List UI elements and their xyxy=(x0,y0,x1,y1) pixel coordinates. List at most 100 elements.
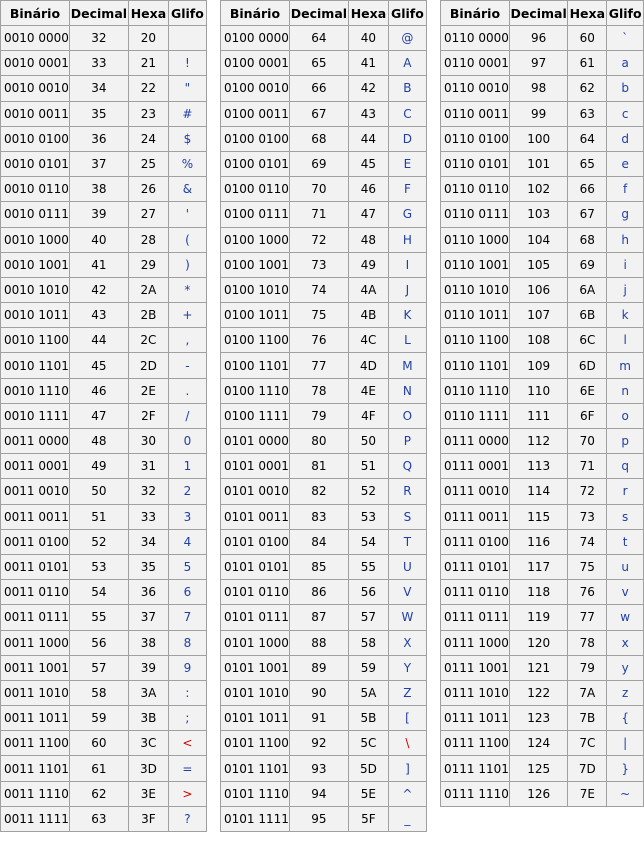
glyph-cell: N xyxy=(387,377,427,404)
binary-cell: 0110 1010 xyxy=(440,276,510,304)
glyph-cell: : xyxy=(167,679,207,707)
hex-cell: 24 xyxy=(127,125,169,152)
glyph-cell: _ xyxy=(387,805,427,833)
hex-cell: 22 xyxy=(127,75,169,102)
hex-cell: 44 xyxy=(347,125,389,152)
decimal-cell: 70 xyxy=(288,176,349,203)
table-row: 0010 1010 42 2A * xyxy=(0,276,207,304)
hex-cell: 28 xyxy=(127,226,169,253)
hex-cell: 6F xyxy=(567,402,608,430)
decimal-cell: 114 xyxy=(508,478,569,505)
decimal-cell: 115 xyxy=(508,503,569,530)
binary-cell: 0010 1000 xyxy=(0,226,70,253)
hex-cell: 47 xyxy=(347,201,389,228)
table-row: 0010 0001 33 21! xyxy=(0,50,207,77)
decimal-cell: 43 xyxy=(68,302,129,329)
table-row: 0101 0111 87 57 W xyxy=(220,604,427,631)
binary-cell: 0101 1001 xyxy=(220,654,290,681)
table-row: 0100 1111 79 4F O xyxy=(220,402,427,430)
binary-cell: 0111 1110 xyxy=(440,780,510,807)
binary-cell: 0110 1101 xyxy=(440,352,510,379)
table-row: 0101 1110 94 5E ^ xyxy=(220,780,427,807)
binary-cell: 0100 1000 xyxy=(220,226,290,253)
binary-cell: 0100 1100 xyxy=(220,327,290,354)
binary-cell: 0100 0110 xyxy=(220,176,290,203)
decimal-cell: 80 xyxy=(288,427,349,455)
header-decimal: Decimal xyxy=(288,0,349,26)
hex-cell: 6A xyxy=(567,276,608,304)
decimal-cell: 74 xyxy=(288,276,349,304)
glyph-cell: . xyxy=(167,377,207,404)
table-row: 0100 0101 69 45 E xyxy=(220,150,427,178)
binary-cell: 0011 1011 xyxy=(0,705,70,732)
decimal-cell: 102 xyxy=(508,176,569,203)
binary-cell: 0010 0100 xyxy=(0,125,70,152)
decimal-cell: 79 xyxy=(288,402,349,430)
glyph-cell: ] xyxy=(387,755,427,782)
glyph-cell: M xyxy=(387,352,427,379)
glyph-cell: s xyxy=(606,503,644,530)
binary-cell: 0111 0000 xyxy=(440,427,510,455)
decimal-cell: 57 xyxy=(68,654,129,681)
glyph-cell: z xyxy=(606,679,644,707)
glyph-cell: Y xyxy=(387,654,427,681)
glyph-cell: @ xyxy=(387,24,427,52)
glyph-cell: $ xyxy=(167,125,207,152)
glyph-cell: [ xyxy=(387,705,427,732)
table-row: 0011 0000 48 30 0 xyxy=(0,427,207,455)
decimal-cell: 109 xyxy=(508,352,569,379)
table-row: 0010 0010 34 22 " xyxy=(0,75,207,102)
decimal-cell: 50 xyxy=(68,478,129,505)
decimal-cell: 82 xyxy=(288,478,349,505)
table-row: 0100 0000 64 40 @ xyxy=(220,24,427,52)
hex-cell: 20 xyxy=(127,24,169,52)
ascii-table-2: Binário Decimal Hexa Glifo 0100 0000 64 40… xyxy=(220,0,427,833)
decimal-cell: 123 xyxy=(508,705,569,732)
glyph-cell: m xyxy=(606,352,644,379)
hex-cell: 29 xyxy=(127,251,169,278)
glyph-cell: p xyxy=(606,427,644,455)
binary-cell: 0110 1001 xyxy=(440,251,510,278)
glyph-cell: ! xyxy=(167,50,207,77)
hex-cell: 2F xyxy=(127,402,169,430)
decimal-cell: 36 xyxy=(68,125,129,152)
glyph-cell: v xyxy=(606,579,644,606)
table-row: 0011 1100 60 3C < xyxy=(0,730,207,757)
glyph-cell: T xyxy=(387,528,427,555)
hex-cell: 2B xyxy=(127,302,169,329)
decimal-cell: 116 xyxy=(508,528,569,555)
glyph-cell: a xyxy=(606,50,644,77)
decimal-cell: 117 xyxy=(508,553,569,581)
binary-cell: 0010 0111 xyxy=(0,201,70,228)
table-row: 0101 1001 89 59 Y xyxy=(220,654,427,681)
binary-cell: 0010 0011 xyxy=(0,100,70,127)
glyph-cell: c xyxy=(606,100,644,127)
table-row: 0100 1000 72 48 H xyxy=(220,226,427,253)
glyph-cell: 4 xyxy=(167,528,207,555)
binary-cell: 0100 1001 xyxy=(220,251,290,278)
hex-cell: 60 xyxy=(567,24,608,52)
binary-cell: 0011 0001 xyxy=(0,453,70,480)
decimal-cell: 83 xyxy=(288,503,349,530)
table-row: 0111 0111 119 77 w xyxy=(440,604,644,631)
table-row: 0101 1101 93 5D] xyxy=(220,755,427,782)
decimal-cell: 81 xyxy=(288,453,349,480)
glyph-cell: } xyxy=(606,755,644,782)
hex-cell: 56 xyxy=(347,579,389,606)
decimal-cell: 72 xyxy=(288,226,349,253)
binary-cell: 0101 0110 xyxy=(220,579,290,606)
binary-cell: 0111 1010 xyxy=(440,679,510,707)
glyph-cell: # xyxy=(167,100,207,127)
hex-cell: 62 xyxy=(567,75,608,102)
hex-cell: 7B xyxy=(567,705,608,732)
table-row: 0010 0101 37 25% xyxy=(0,150,207,178)
binary-cell: 0010 0101 xyxy=(0,150,70,178)
table-row: 0011 0101 53 35 5 xyxy=(0,553,207,581)
hex-cell: 64 xyxy=(567,125,608,152)
table-row: 0100 0110 70 46 F xyxy=(220,176,427,203)
binary-cell: 0110 1011 xyxy=(440,302,510,329)
binary-cell: 0100 1110 xyxy=(220,377,290,404)
decimal-cell: 47 xyxy=(68,402,129,430)
hex-cell: 67 xyxy=(567,201,608,228)
hex-cell: 2D xyxy=(127,352,169,379)
